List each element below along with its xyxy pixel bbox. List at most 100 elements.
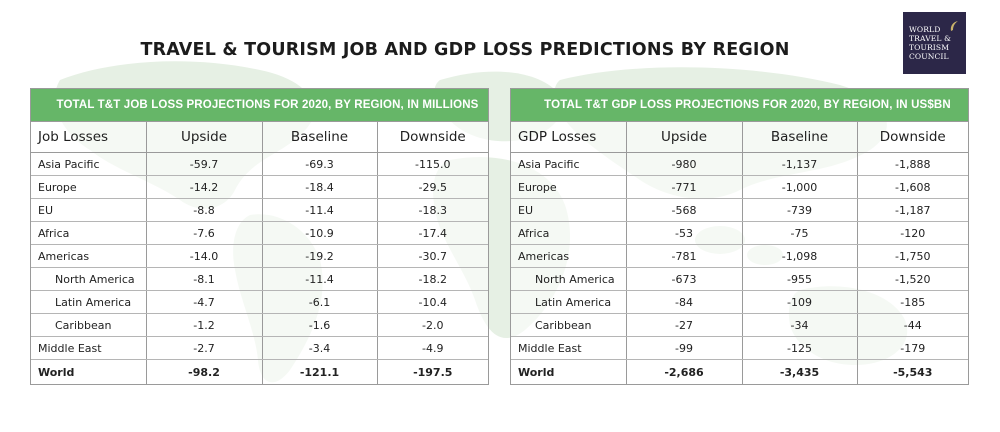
table-row: North America -8.1 -11.4 -18.2: [31, 267, 488, 291]
downside-value-cell: -1,888: [856, 152, 968, 176]
downside-value-cell: -1,520: [856, 267, 968, 291]
table-row: Asia Pacific -59.7 -69.3 -115.0: [31, 152, 488, 176]
baseline-value-cell: -11.4: [261, 198, 377, 222]
column-header-baseline: Baseline: [741, 121, 857, 153]
table-row: Africa -7.6 -10.9 -17.4: [31, 221, 488, 245]
baseline-value-cell: -955: [741, 267, 857, 291]
baseline-value-cell: -75: [741, 221, 857, 245]
downside-value-cell: -1,608: [856, 175, 968, 199]
downside-value-cell: -1,750: [856, 244, 968, 268]
column-header-baseline: Baseline: [261, 121, 377, 153]
column-header-upside: Upside: [625, 121, 742, 153]
baseline-value-cell: -125: [741, 336, 857, 360]
table-row: Latin America -4.7 -6.1 -10.4: [31, 290, 488, 314]
downside-value-cell: -44: [856, 313, 968, 337]
downside-value-cell: -17.4: [376, 221, 488, 245]
region-name-cell: Latin America: [31, 290, 146, 314]
table-header-row: Job Losses Upside Baseline Downside: [31, 121, 488, 153]
region-name-cell: Middle East: [31, 336, 146, 360]
region-name-cell: World: [38, 365, 75, 379]
baseline-value-cell: -1,000: [741, 175, 857, 199]
region-name-cell: Caribbean: [31, 313, 146, 337]
gdp-loss-table: GDP Losses Upside Baseline Downside Asia…: [511, 121, 968, 384]
region-name-cell: EU: [511, 198, 626, 222]
upside-value-cell: -99: [625, 336, 742, 360]
upside-value-cell: -8.1: [145, 267, 262, 291]
upside-value-cell: -98.2: [145, 359, 262, 384]
baseline-value-cell: -10.9: [261, 221, 377, 245]
upside-value-cell: -14.0: [145, 244, 262, 268]
region-name-cell: Africa: [31, 221, 146, 245]
downside-value-cell: -18.3: [376, 198, 488, 222]
page-title: TRAVEL & TOURISM JOB AND GDP LOSS PREDIC…: [140, 40, 790, 60]
table-header-row: GDP Losses Upside Baseline Downside: [511, 121, 968, 153]
region-name-cell: Europe: [31, 175, 146, 199]
table-row: EU -8.8 -11.4 -18.3: [31, 198, 488, 222]
region-name-cell: Africa: [511, 221, 626, 245]
region-name-cell: Caribbean: [511, 313, 626, 337]
region-name-cell: Asia Pacific: [511, 152, 626, 176]
region-name-cell: Americas: [511, 244, 626, 268]
baseline-value-cell: -69.3: [261, 152, 377, 176]
upside-value-cell: -2.7: [145, 336, 262, 360]
upside-value-cell: -7.6: [145, 221, 262, 245]
downside-value-cell: -179: [856, 336, 968, 360]
table-row: Africa -53 -75 -120: [511, 221, 968, 245]
downside-value-cell: -29.5: [376, 175, 488, 199]
gdp-loss-table-panel: TOTAL T&T GDP LOSS PROJECTIONS FOR 2020,…: [510, 88, 969, 385]
downside-value-cell: -2.0: [376, 313, 488, 337]
downside-value-cell: -115.0: [376, 152, 488, 176]
region-name-cell: Latin America: [511, 290, 626, 314]
logo-line: TRAVEL &: [909, 34, 951, 43]
baseline-value-cell: -1.6: [261, 313, 377, 337]
downside-value-cell: -5,543: [856, 359, 968, 384]
job-loss-table-header: TOTAL T&T JOB LOSS PROJECTIONS FOR 2020,…: [31, 89, 488, 121]
table-row: Caribbean -27 -34 -44: [511, 313, 968, 337]
upside-value-cell: -771: [625, 175, 742, 199]
table-row: Americas -781 -1,098 -1,750: [511, 244, 968, 268]
table-row: EU -568 -739 -1,187: [511, 198, 968, 222]
baseline-value-cell: -121.1: [261, 359, 377, 384]
region-name-cell: North America: [31, 267, 146, 291]
table-row: World -98.2 -121.1 -197.5: [31, 359, 488, 384]
downside-value-cell: -120: [856, 221, 968, 245]
region-name-cell: Europe: [511, 175, 626, 199]
column-header-region: GDP Losses: [511, 121, 626, 153]
table-row: Europe -14.2 -18.4 -29.5: [31, 175, 488, 199]
table-row: North America -673 -955 -1,520: [511, 267, 968, 291]
gdp-loss-table-header: TOTAL T&T GDP LOSS PROJECTIONS FOR 2020,…: [511, 89, 968, 121]
baseline-value-cell: -739: [741, 198, 857, 222]
table-row: Asia Pacific -980 -1,137 -1,888: [511, 152, 968, 176]
upside-value-cell: -980: [625, 152, 742, 176]
table-row: Caribbean -1.2 -1.6 -2.0: [31, 313, 488, 337]
column-header-downside: Downside: [856, 121, 968, 153]
table-row: Europe -771 -1,000 -1,608: [511, 175, 968, 199]
logo-line: TOURISM: [909, 43, 950, 52]
region-name-cell: World: [518, 365, 555, 379]
baseline-value-cell: -3.4: [261, 336, 377, 360]
baseline-value-cell: -1,137: [741, 152, 857, 176]
baseline-value-cell: -3,435: [741, 359, 857, 384]
upside-value-cell: -27: [625, 313, 742, 337]
table-row: Middle East -2.7 -3.4 -4.9: [31, 336, 488, 360]
logo-line: COUNCIL: [909, 52, 949, 61]
upside-value-cell: -53: [625, 221, 742, 245]
baseline-value-cell: -109: [741, 290, 857, 314]
downside-value-cell: -185: [856, 290, 968, 314]
downside-value-cell: -4.9: [376, 336, 488, 360]
wttc-logo: WORLD TRAVEL & TOURISM COUNCIL: [903, 12, 966, 74]
table-row: Americas -14.0 -19.2 -30.7: [31, 244, 488, 268]
upside-value-cell: -673: [625, 267, 742, 291]
table-row: Middle East -99 -125 -179: [511, 336, 968, 360]
swoosh-icon: [950, 21, 958, 31]
upside-value-cell: -14.2: [145, 175, 262, 199]
baseline-value-cell: -6.1: [261, 290, 377, 314]
logo-line: WORLD: [909, 25, 941, 34]
job-loss-table: Job Losses Upside Baseline Downside Asia…: [31, 121, 488, 384]
column-header-downside: Downside: [376, 121, 488, 153]
upside-value-cell: -781: [625, 244, 742, 268]
upside-value-cell: -4.7: [145, 290, 262, 314]
upside-value-cell: -59.7: [145, 152, 262, 176]
column-header-upside: Upside: [145, 121, 262, 153]
column-header-region: Job Losses: [31, 121, 146, 153]
